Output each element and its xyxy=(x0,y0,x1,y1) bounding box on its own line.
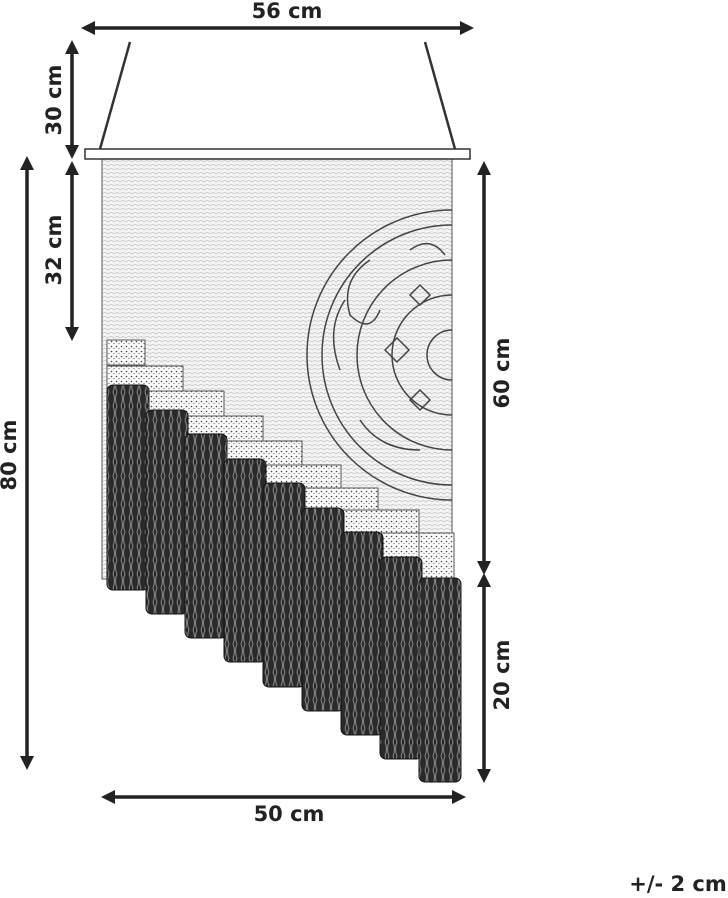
tolerance-label: +/- 2 cm xyxy=(629,872,727,896)
top-width-label: 56 cm xyxy=(252,0,323,23)
hanger-height-label: 30 cm xyxy=(42,65,66,136)
panel-height-label: 60 cm xyxy=(490,338,514,409)
bottom-width-label: 50 cm xyxy=(254,802,325,826)
wall-hanging xyxy=(84,41,471,783)
total-height-label: 80 cm xyxy=(0,420,21,491)
upper-panel-height-label: 32 cm xyxy=(42,215,66,286)
dimension-arrows xyxy=(20,21,491,804)
fringe-height-label: 20 cm xyxy=(490,640,514,711)
